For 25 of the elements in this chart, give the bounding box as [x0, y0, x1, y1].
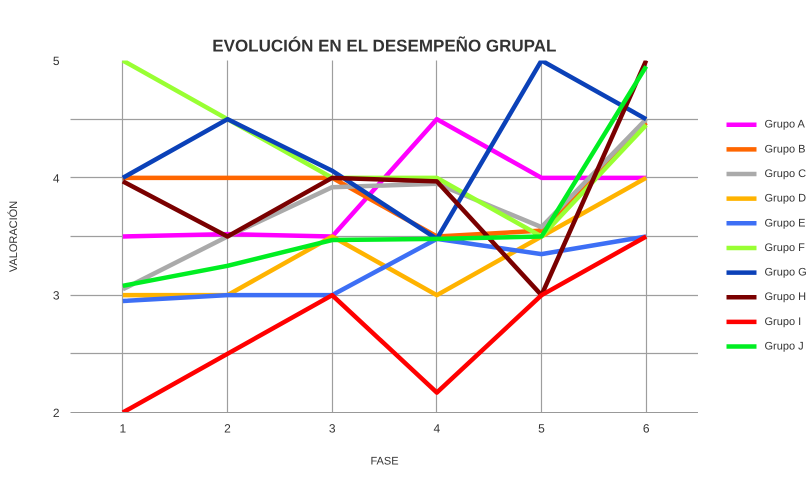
x-axis-title: FASE [370, 456, 399, 468]
y-tick-label: 4 [52, 171, 60, 186]
chart-title: EVOLUCIÓN EN EL DESEMPEÑO GRUPAL [212, 36, 556, 56]
legend-label: Grupo A [764, 118, 806, 131]
legend-label: Grupo C [764, 168, 806, 180]
legend-label: Grupo B [764, 143, 806, 156]
y-axis-title: VALORACIÓN [6, 200, 20, 272]
y-tick-label: 5 [52, 54, 60, 68]
line-series [120, 234, 648, 412]
legend-label: Grupo J [764, 340, 804, 353]
x-tick-label: 4 [433, 422, 440, 436]
x-tick-label: 1 [119, 422, 126, 436]
x-tick-label: 3 [328, 422, 336, 436]
legend-label: Grupo E [764, 217, 806, 230]
x-tick-label: 6 [642, 422, 650, 436]
x-tick-label: 5 [538, 422, 546, 436]
y-tick-label: 2 [52, 406, 60, 420]
line-series [120, 234, 648, 304]
legend-label: Grupo D [764, 192, 806, 205]
legend-label: Grupo G [764, 266, 807, 279]
legend-label: Grupo F [764, 242, 806, 254]
x-tick-label: 2 [224, 422, 232, 436]
legend-label: Grupo H [764, 291, 806, 304]
y-tick-label: 3 [52, 288, 60, 303]
legend-label: Grupo I [764, 316, 802, 328]
